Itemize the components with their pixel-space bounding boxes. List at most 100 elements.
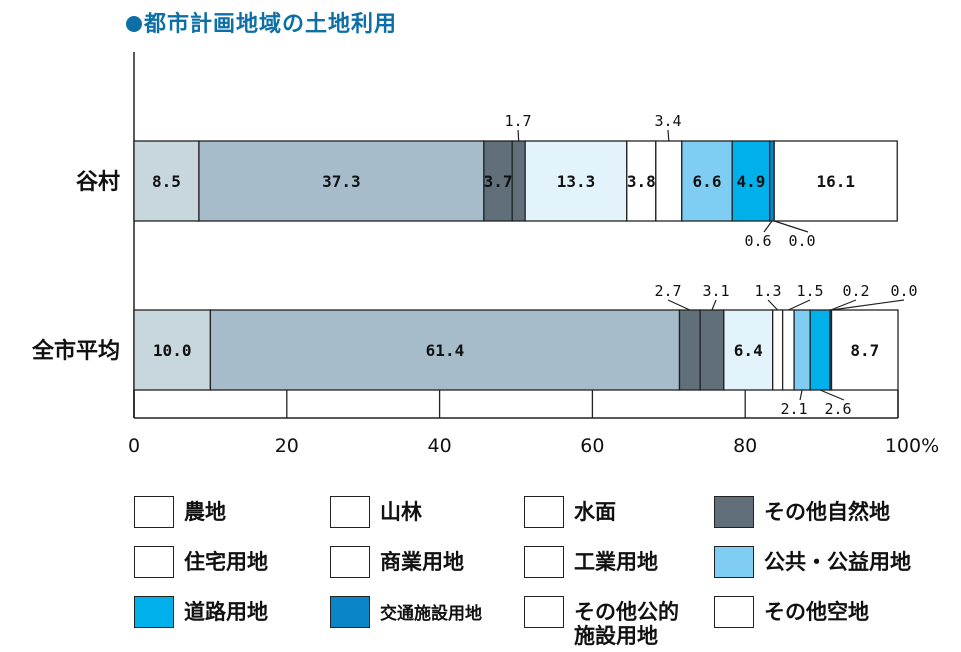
legend-label: その他自然地 <box>764 500 890 524</box>
data-label: 2.1 <box>780 400 807 418</box>
legend-swatch <box>524 496 564 528</box>
legend-label: 道路用地 <box>184 600 268 624</box>
data-label: 0.0 <box>788 232 815 250</box>
bar-segment <box>699 309 725 391</box>
data-label: 13.3 <box>557 172 596 191</box>
x-tick-label: 20 <box>275 435 299 457</box>
x-tick-label: 40 <box>428 435 452 457</box>
leader-line <box>830 299 857 311</box>
data-label: 8.5 <box>152 172 181 191</box>
data-label: 8.7 <box>850 341 879 360</box>
bar-segment <box>768 140 775 222</box>
legend-item: その他公的 施設用地 <box>524 596 679 648</box>
leader-line <box>667 299 691 311</box>
legend-label: 商業用地 <box>380 550 464 574</box>
data-label: 61.4 <box>426 341 465 360</box>
legend-label: 公共・公益用地 <box>764 550 911 574</box>
data-label: 2.6 <box>824 400 851 418</box>
data-label: 1.7 <box>504 112 531 130</box>
legend-item: 農地 <box>134 496 226 528</box>
data-label: 0.0 <box>890 282 917 300</box>
legend-swatch <box>714 496 754 528</box>
bar-segment <box>773 140 898 222</box>
x-tick-label: 0 <box>128 435 140 457</box>
data-label: 3.4 <box>654 112 681 130</box>
leader-line <box>788 299 811 311</box>
bar-segment <box>731 140 771 222</box>
bar-segment <box>830 309 899 391</box>
x-tick-label: 60 <box>580 435 604 457</box>
legend-swatch <box>714 546 754 578</box>
legend-swatch <box>330 596 370 628</box>
legend-label: 山林 <box>380 500 422 524</box>
leader-line <box>517 129 520 142</box>
stacked-bar-chart: 谷村 8.5 37.3 3.7 13.3 3.8 6.6 4.9 16.1 1.7 3.4 0.6 0.… <box>31 52 939 457</box>
bar-segment <box>809 309 831 391</box>
bar-segment <box>781 309 795 391</box>
bar-segment <box>133 140 200 222</box>
legend-swatch <box>714 596 754 628</box>
leader-line <box>831 299 905 311</box>
legend-item: 水面 <box>524 496 616 528</box>
bar-segment <box>511 140 526 222</box>
bar-segment <box>483 140 513 222</box>
leader-line <box>774 220 809 233</box>
data-label: 3.1 <box>702 282 729 300</box>
bar-segment <box>772 309 784 391</box>
data-label: 1.5 <box>796 282 823 300</box>
leader-line <box>711 299 717 311</box>
legend-label: その他空地 <box>764 600 869 624</box>
bar-segment <box>209 309 681 391</box>
data-label: 4.9 <box>736 172 765 191</box>
legend-swatch <box>524 596 564 628</box>
legend-item: 住宅用地 <box>134 546 268 578</box>
data-label: 6.4 <box>734 341 763 360</box>
legend-item: 道路用地 <box>134 596 268 628</box>
legend-label: 水面 <box>574 500 616 524</box>
data-label: 3.8 <box>627 172 656 191</box>
legend-swatch <box>134 546 174 578</box>
legend-label: 交通施設用地 <box>380 604 482 624</box>
legend-label: その他公的 施設用地 <box>574 600 679 648</box>
bullet-icon <box>126 16 142 32</box>
chart-title-text: 都市計画地域の土地利用 <box>144 12 398 37</box>
legend-swatch <box>134 496 174 528</box>
legend-item: 山林 <box>330 496 422 528</box>
data-label: 2.7 <box>654 282 681 300</box>
leader-line <box>767 299 779 311</box>
legend-swatch <box>330 546 370 578</box>
leader-line <box>763 220 773 233</box>
legend-swatch <box>330 496 370 528</box>
legend-label: 農地 <box>184 500 226 524</box>
legend-label: 工業用地 <box>574 550 658 574</box>
bar-segment <box>681 140 733 222</box>
data-label: 0.6 <box>744 232 771 250</box>
bar-segment <box>723 309 774 391</box>
legend-item: 工業用地 <box>524 546 658 578</box>
data-label: 3.7 <box>484 172 513 191</box>
legend-item: 公共・公益用地 <box>714 546 911 578</box>
category-label: 谷村 <box>76 170 120 195</box>
legend-item: 商業用地 <box>330 546 464 578</box>
x-tick-label: 100% <box>885 435 939 457</box>
data-label: 0.2 <box>842 282 869 300</box>
data-label: 16.1 <box>816 172 855 191</box>
data-label: 6.6 <box>693 172 722 191</box>
data-label: 1.3 <box>754 282 781 300</box>
x-tick-label: 80 <box>733 435 757 457</box>
category-label: 全市平均 <box>31 338 120 364</box>
chart-title: 都市計画地域の土地利用 <box>126 6 397 38</box>
bar-segment <box>133 309 212 391</box>
legend-item: 交通施設用地 <box>330 596 482 628</box>
leader-line <box>819 389 845 401</box>
bar-segment <box>793 309 811 391</box>
bar-segment <box>655 140 683 222</box>
legend-label: 住宅用地 <box>184 550 268 574</box>
legend-swatch <box>524 546 564 578</box>
bar-segment <box>524 140 628 222</box>
bar-segment <box>678 309 701 391</box>
legend-item: その他空地 <box>714 596 869 628</box>
leader-line <box>799 389 803 401</box>
legend-item: その他自然地 <box>714 496 890 528</box>
data-label: 37.3 <box>322 172 361 191</box>
